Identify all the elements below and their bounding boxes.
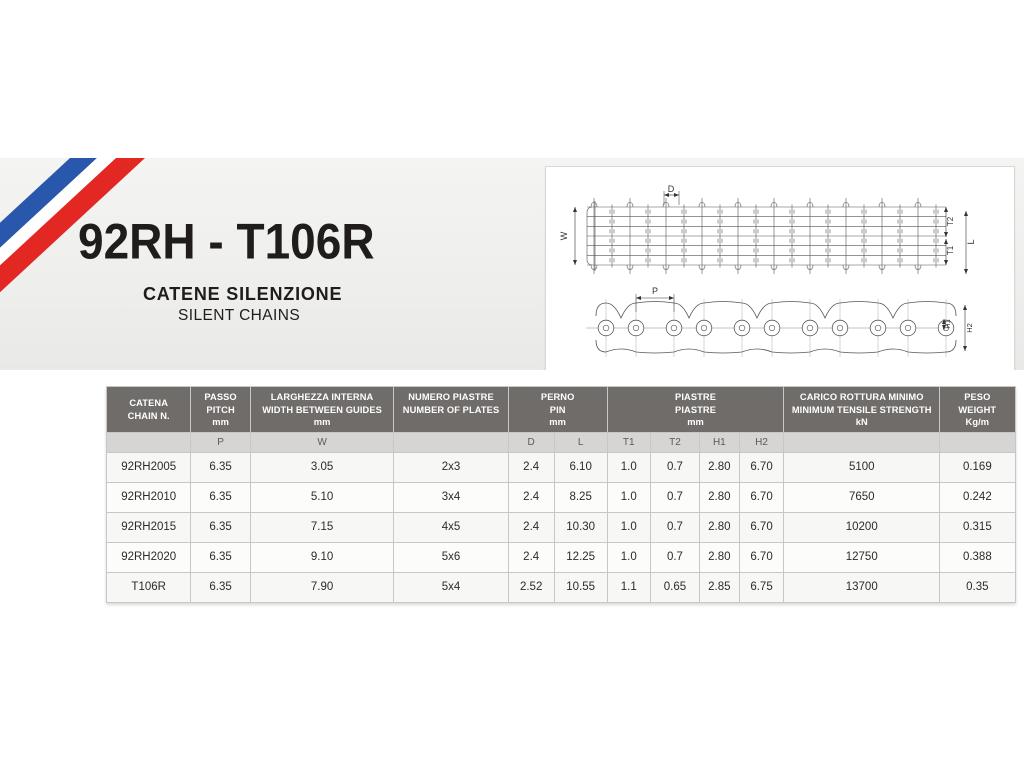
svg-text:W: W bbox=[559, 231, 569, 240]
svg-text:D: D bbox=[668, 184, 675, 194]
svg-text:H2: H2 bbox=[965, 323, 974, 333]
svg-text:L: L bbox=[966, 239, 976, 244]
svg-text:T1: T1 bbox=[946, 245, 955, 255]
svg-text:T2: T2 bbox=[946, 216, 955, 226]
svg-text:P: P bbox=[652, 286, 658, 296]
svg-text:H1: H1 bbox=[943, 319, 952, 329]
